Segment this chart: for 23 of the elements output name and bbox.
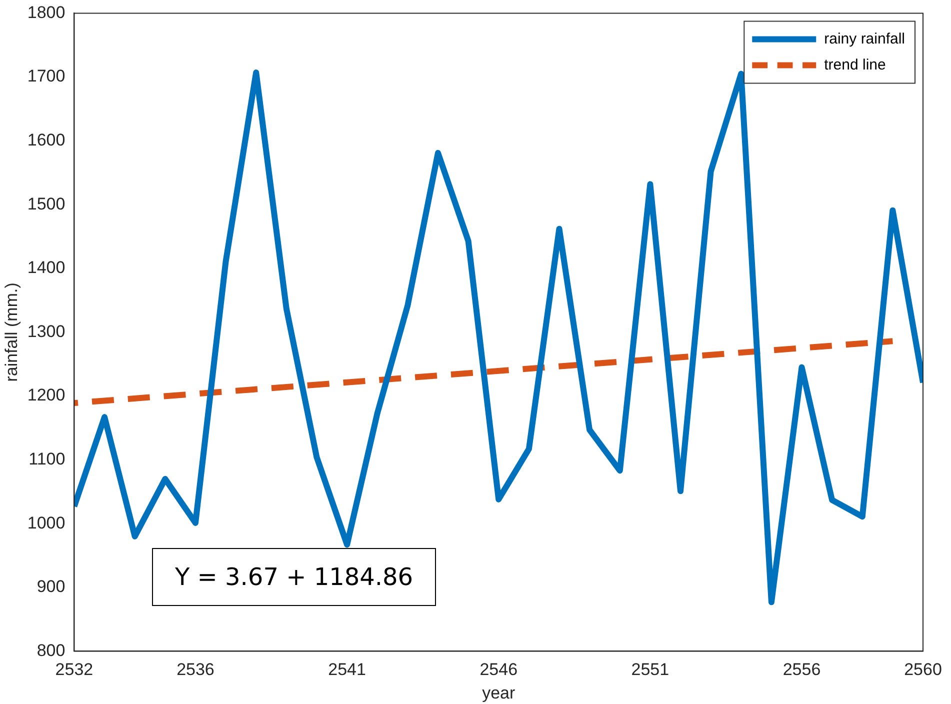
x-tick-label: 2556 xyxy=(782,660,821,680)
y-tick-label: 1200 xyxy=(27,386,66,405)
x-tick-label: 2560 xyxy=(904,660,942,680)
x-axis-title: year xyxy=(482,683,516,702)
y-tick-label: 800 xyxy=(36,640,66,660)
y-tick-label: 1500 xyxy=(27,194,66,214)
y-tick-label: 1400 xyxy=(27,258,66,278)
legend-label: trend line xyxy=(824,56,886,74)
x-tick-label: 2541 xyxy=(328,660,366,680)
x-tick-label: 2532 xyxy=(55,660,94,680)
y-tick-label: 1300 xyxy=(27,322,66,341)
y-tick-label: 1000 xyxy=(27,513,66,532)
y-tick-label: 1100 xyxy=(28,449,66,468)
x-tick-label: 2551 xyxy=(631,660,670,680)
y-tick-label: 1800 xyxy=(27,2,66,22)
y-tick-label: 900 xyxy=(36,577,66,596)
x-tick-label: 2536 xyxy=(176,660,214,680)
annotation: Y = 3.67 + 1184.86 xyxy=(152,548,436,606)
y-axis-title: rainfall (mm.) xyxy=(2,282,21,382)
legend-label: rainy rainfall xyxy=(824,30,906,48)
y-tick-label: 1600 xyxy=(27,130,66,150)
y-tick-label: 1700 xyxy=(27,66,66,86)
x-tick-label: 2546 xyxy=(480,660,518,680)
